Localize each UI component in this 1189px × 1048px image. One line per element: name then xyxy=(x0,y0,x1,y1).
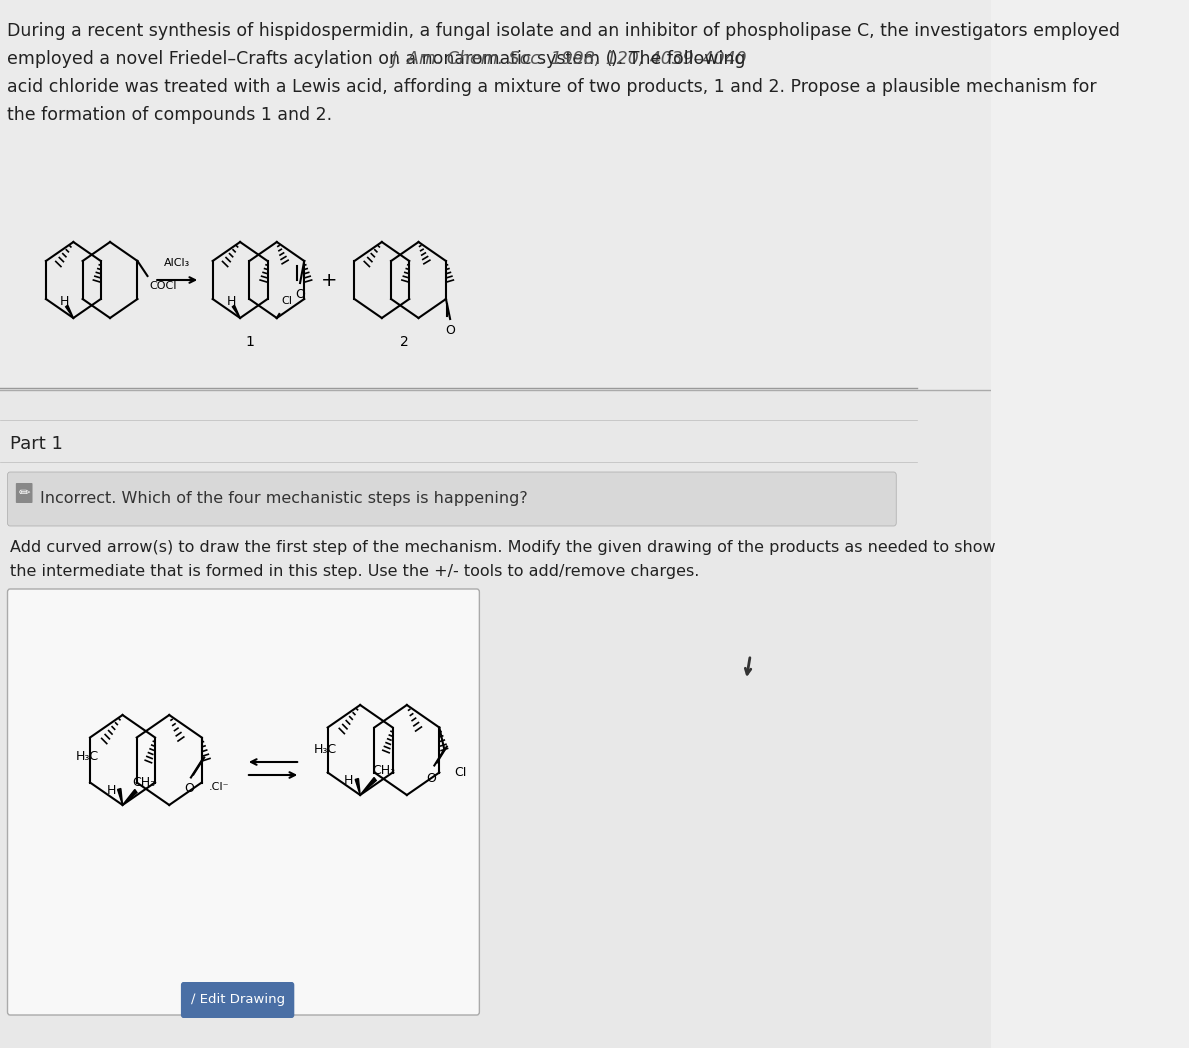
Text: CH₃: CH₃ xyxy=(132,776,156,789)
Text: O: O xyxy=(426,771,436,785)
Text: H: H xyxy=(107,784,115,796)
Polygon shape xyxy=(356,779,360,795)
Text: 2: 2 xyxy=(400,335,409,349)
Text: the formation of compounds 1 and 2.: the formation of compounds 1 and 2. xyxy=(7,106,332,124)
Polygon shape xyxy=(360,778,376,795)
Text: Incorrect. Which of the four mechanistic steps is happening?: Incorrect. Which of the four mechanistic… xyxy=(40,492,528,506)
Text: acid chloride was treated with a Lewis acid, affording a mixture of two products: acid chloride was treated with a Lewis a… xyxy=(7,78,1096,96)
Text: H₃C: H₃C xyxy=(76,750,99,763)
Text: H₃C: H₃C xyxy=(314,743,336,756)
Text: AlCl₃: AlCl₃ xyxy=(164,258,190,268)
Text: the intermediate that is formed in this step. Use the +/- tools to add/remove ch: the intermediate that is formed in this … xyxy=(10,564,699,578)
Text: CI: CI xyxy=(281,296,292,306)
Text: Add curved arrow(s) to draw the first step of the mechanism. Modify the given dr: Add curved arrow(s) to draw the first st… xyxy=(10,540,995,555)
Polygon shape xyxy=(118,788,122,805)
Text: During a recent synthesis of hispidospermidin, a fungal isolate and an inhibitor: During a recent synthesis of hispidosper… xyxy=(7,22,1120,40)
FancyBboxPatch shape xyxy=(0,0,992,390)
Text: COCI: COCI xyxy=(149,281,177,291)
Text: 1: 1 xyxy=(246,335,254,349)
Polygon shape xyxy=(232,305,240,318)
Text: O: O xyxy=(184,782,194,794)
Text: O: O xyxy=(445,324,455,337)
FancyBboxPatch shape xyxy=(15,483,32,503)
Text: CI: CI xyxy=(454,765,467,779)
FancyBboxPatch shape xyxy=(0,390,992,1048)
Text: +: + xyxy=(321,270,338,289)
Text: J. Am. Chem. Soc. 1998, 120, 4039–4040: J. Am. Chem. Soc. 1998, 120, 4039–4040 xyxy=(392,50,748,68)
Text: O: O xyxy=(295,288,306,301)
Text: H: H xyxy=(227,294,235,308)
Polygon shape xyxy=(122,789,137,805)
Text: Part 1: Part 1 xyxy=(10,435,63,453)
FancyBboxPatch shape xyxy=(7,589,479,1016)
FancyBboxPatch shape xyxy=(7,472,897,526)
Text: ∕ Edit Drawing: ∕ Edit Drawing xyxy=(190,994,284,1006)
FancyBboxPatch shape xyxy=(181,982,295,1018)
Text: CH₃: CH₃ xyxy=(372,764,395,777)
Text: H: H xyxy=(59,294,69,308)
Text: employed a novel Friedel–Crafts acylation on a nonaromatic system (: employed a novel Friedel–Crafts acylatio… xyxy=(7,50,612,68)
Polygon shape xyxy=(65,305,74,318)
Text: ). The following: ). The following xyxy=(611,50,746,68)
Text: H: H xyxy=(344,774,353,787)
Text: ✏: ✏ xyxy=(18,486,30,500)
Text: .CI⁻: .CI⁻ xyxy=(208,783,229,792)
